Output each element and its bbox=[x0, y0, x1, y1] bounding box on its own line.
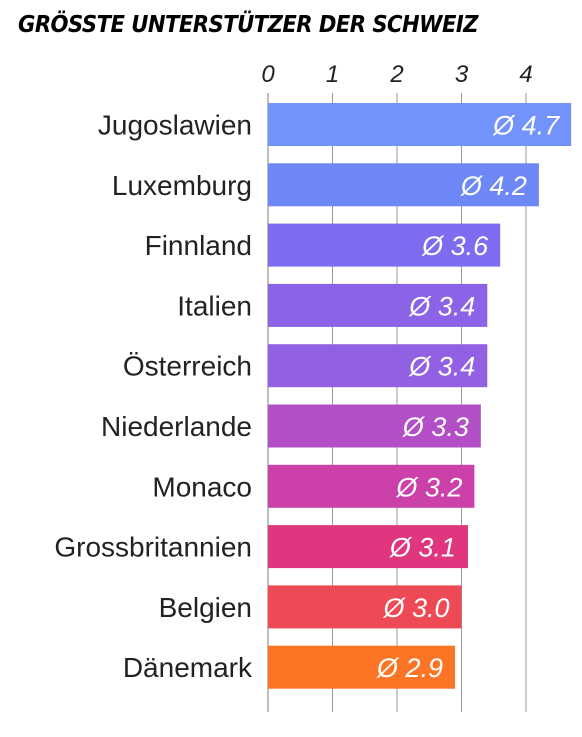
category-label: Italien bbox=[177, 290, 252, 321]
bar bbox=[268, 525, 468, 569]
value-label: Ø 3.0 bbox=[382, 593, 449, 623]
value-label: Ø 3.1 bbox=[389, 533, 456, 563]
category-label: Monaco bbox=[152, 471, 252, 502]
category-label: Belgien bbox=[159, 592, 252, 623]
category-label: Finnland bbox=[145, 230, 252, 261]
bar bbox=[268, 404, 481, 448]
value-label: Ø 4.7 bbox=[492, 111, 560, 141]
value-label: Ø 3.2 bbox=[395, 472, 462, 502]
x-tick-label: 4 bbox=[519, 61, 532, 88]
category-label: Jugoslawien bbox=[98, 110, 252, 141]
bar bbox=[268, 283, 488, 327]
category-label: Grossbritannien bbox=[54, 532, 252, 563]
category-label: Niederlande bbox=[101, 411, 252, 442]
category-label: Luxemburg bbox=[112, 170, 252, 201]
category-label: Österreich bbox=[123, 351, 252, 382]
x-tick-label: 2 bbox=[389, 61, 403, 88]
x-tick-label: 1 bbox=[326, 61, 339, 88]
value-label: Ø 4.2 bbox=[460, 171, 527, 201]
bar bbox=[268, 645, 456, 689]
bar bbox=[268, 223, 501, 267]
bar bbox=[268, 163, 539, 207]
value-label: Ø 3.4 bbox=[408, 352, 475, 382]
value-label: Ø 2.9 bbox=[376, 653, 443, 683]
value-label: Ø 3.3 bbox=[402, 412, 469, 442]
bar bbox=[268, 464, 475, 508]
value-labels: Ø 4.7 Ø 4.2 Ø 3.6 Ø 3.4 Ø 3.4 Ø 3.3 Ø 3.2 Ø 3.1… bbox=[376, 111, 560, 684]
category-label: Dänemark bbox=[123, 652, 253, 683]
value-label: Ø 3.6 bbox=[421, 231, 489, 261]
bar bbox=[268, 344, 488, 388]
x-tick-label: 3 bbox=[455, 61, 469, 88]
chart-title: GRÖSSTE UNTERSTÜTZER DER SCHWEIZ bbox=[18, 12, 479, 38]
bar bbox=[268, 585, 462, 629]
bar bbox=[268, 103, 572, 146]
bars bbox=[268, 103, 572, 689]
x-tick-label: 0 bbox=[261, 61, 275, 88]
value-label: Ø 3.4 bbox=[408, 291, 475, 321]
x-axis-ticks: 0 1 2 3 4 bbox=[261, 61, 532, 88]
category-labels: Jugoslawien Luxemburg Finnland Italien Öster… bbox=[54, 110, 253, 684]
